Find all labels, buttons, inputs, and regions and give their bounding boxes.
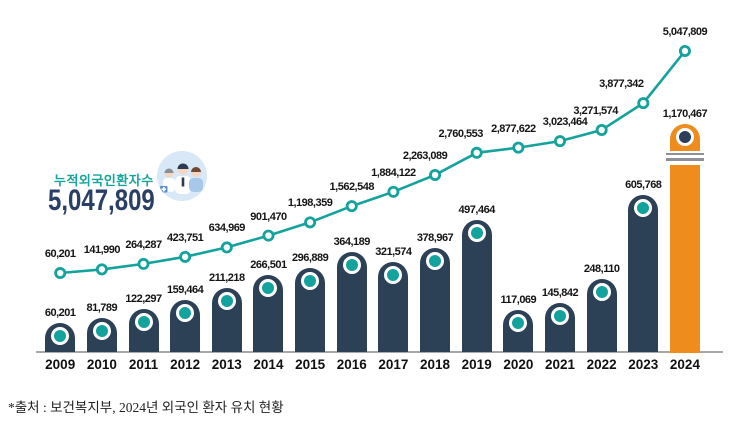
year-label-2024: 2024 xyxy=(669,357,700,372)
line-value-label: 1,562,548 xyxy=(329,181,375,194)
axis-break-line xyxy=(665,152,704,155)
bar-value-label: 145,842 xyxy=(541,287,579,300)
year-label-2016: 2016 xyxy=(336,357,367,372)
source-note: *출처 : 보건복지부, 2024년 외국인 환자 유치 현황 xyxy=(8,400,284,415)
bar-value-label: 248,110 xyxy=(583,263,620,276)
line-value-label: 1,884,122 xyxy=(371,166,416,179)
bar-value-label: 122,297 xyxy=(125,292,162,305)
bar-cap-dot-teal xyxy=(259,278,278,297)
bar-cap-dot-teal xyxy=(551,307,569,326)
line-value-label: 60,201 xyxy=(44,248,76,261)
bar-value-label: 159,464 xyxy=(167,283,204,296)
bar-cap-dot-teal xyxy=(592,283,611,302)
year-label-2020: 2020 xyxy=(503,357,534,372)
line-value-label: 901,470 xyxy=(250,210,287,223)
bar-cap-dot-teal xyxy=(634,198,653,217)
bar-cap-dot-teal xyxy=(301,271,320,290)
bar-cap-dot-teal xyxy=(51,327,70,346)
bar-2017 xyxy=(378,261,409,353)
line-value-label: 264,287 xyxy=(125,238,162,251)
bar-value-label: 117,069 xyxy=(500,293,537,306)
bar-cap-dot-teal xyxy=(509,313,528,332)
year-label-2022: 2022 xyxy=(586,357,617,372)
line-value-label: 2,263,089 xyxy=(402,149,448,162)
year-label-2012: 2012 xyxy=(170,357,201,372)
bar-value-label: 211,218 xyxy=(208,271,245,284)
bar-2013 xyxy=(211,287,242,353)
line-value-label: 3,877,342 xyxy=(599,78,644,91)
line-value-label: 2,760,553 xyxy=(438,127,483,140)
line-value-label: 141,990 xyxy=(83,244,121,257)
year-label-2010: 2010 xyxy=(86,357,117,372)
bar-value-label: 321,574 xyxy=(375,245,412,258)
bar-2023 xyxy=(628,194,659,353)
bar-2014 xyxy=(253,274,284,353)
bar-cap-dot-teal xyxy=(92,322,111,341)
year-label-2014: 2014 xyxy=(253,357,284,372)
bar-value-label: 296,889 xyxy=(291,251,329,264)
bar-2010 xyxy=(86,318,117,353)
bar-2019 xyxy=(461,220,492,353)
bar-2012 xyxy=(170,299,201,353)
bar-cap-dot-navy xyxy=(675,127,694,146)
year-label-2018: 2018 xyxy=(420,357,451,372)
bar-value-label: 60,201 xyxy=(44,307,76,320)
axis-break-line xyxy=(665,158,704,161)
bar-value-label: 266,501 xyxy=(250,258,287,271)
bar-2015 xyxy=(295,267,326,353)
bar-2016 xyxy=(336,251,367,353)
bar-2021 xyxy=(545,303,575,353)
bar-cap-dot-teal xyxy=(217,291,236,310)
bar-cap-dot-teal xyxy=(176,303,195,322)
axis-break-marker xyxy=(665,151,704,165)
year-label-2023: 2023 xyxy=(628,357,659,372)
line-value-label: 1,198,359 xyxy=(287,197,333,210)
bar-cap-dot-teal xyxy=(426,252,445,271)
bar-value-label: 497,464 xyxy=(458,204,496,217)
year-label-2013: 2013 xyxy=(211,357,242,372)
line-value-label: 634,969 xyxy=(208,222,246,235)
bar-2009 xyxy=(45,323,76,353)
year-label-2011: 2011 xyxy=(128,357,159,372)
bar-cap-dot-teal xyxy=(342,255,361,274)
year-label-2015: 2015 xyxy=(295,357,326,372)
year-label-2021: 2021 xyxy=(544,357,576,372)
bar-value-label: 605,768 xyxy=(625,178,662,191)
year-label-2009: 2009 xyxy=(45,357,76,372)
year-label-2017: 2017 xyxy=(378,357,409,372)
bar-value-label: 378,967 xyxy=(416,232,454,245)
bar-2022 xyxy=(586,279,617,353)
year-label-2019: 2019 xyxy=(461,357,492,372)
bar-2018 xyxy=(420,248,451,353)
bar-cap-dot-teal xyxy=(384,265,403,284)
bar-cap-dot-teal xyxy=(467,224,486,243)
bar-2020 xyxy=(503,309,534,353)
line-value-label: 5,047,809 xyxy=(662,25,708,38)
line-value-label: 2,877,622 xyxy=(491,122,536,135)
bar-value-label: 364,189 xyxy=(333,235,371,248)
bar-cap-dot-teal xyxy=(134,312,153,331)
line-value-label: 3,271,574 xyxy=(573,105,618,118)
bar-value-label: 81,789 xyxy=(86,302,118,315)
bar-value-label: 1,170,467 xyxy=(662,107,708,120)
line-value-label: 423,751 xyxy=(167,231,204,244)
bar-2011 xyxy=(128,308,159,353)
